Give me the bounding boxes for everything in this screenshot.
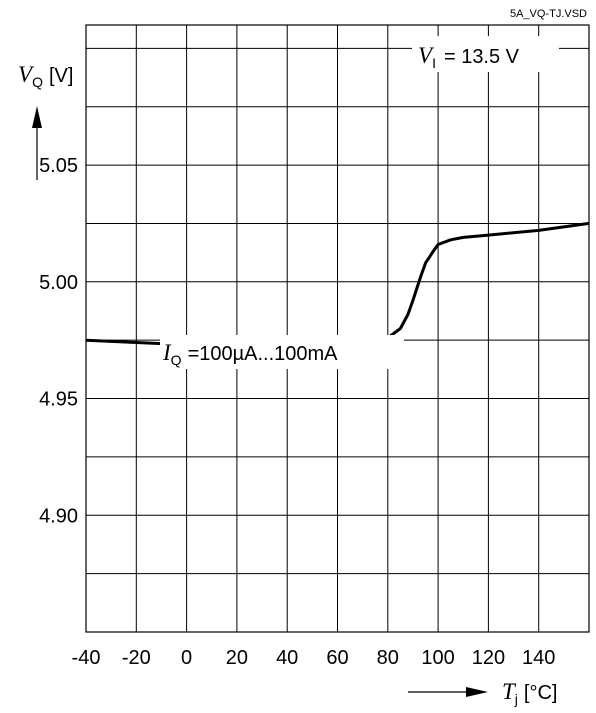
x-tick-label: 0 bbox=[181, 647, 192, 669]
y-tick-label: 5.05 bbox=[39, 155, 78, 177]
plot-frame bbox=[85, 24, 590, 633]
x-tick-label: 20 bbox=[226, 647, 248, 669]
file-label: 5A_VQ-TJ.VSD bbox=[510, 8, 587, 20]
x-tick-labels: -40 -20 0 20 40 60 80 100 120 140 bbox=[72, 647, 556, 669]
x-tick-label: 100 bbox=[421, 647, 454, 669]
condition-label: VI = 13.5 V bbox=[418, 43, 520, 71]
y-axis-arrow-head bbox=[32, 106, 42, 128]
x-tick-label: -20 bbox=[122, 647, 151, 669]
x-axis-label: Tj [°C] bbox=[502, 679, 557, 707]
annotation-label-bg bbox=[160, 335, 404, 369]
y-tick-labels: 5.05 5.00 4.95 4.90 bbox=[39, 155, 78, 527]
x-tick-label: 120 bbox=[472, 647, 505, 669]
annotation-label: IQ =100µA...100mA bbox=[162, 340, 338, 368]
x-tick-label: 140 bbox=[522, 647, 555, 669]
condition-label-bg bbox=[412, 36, 559, 72]
x-tick-label: 40 bbox=[276, 647, 298, 669]
x-tick-label: -40 bbox=[72, 647, 101, 669]
x-tick-label: 60 bbox=[326, 647, 348, 669]
y-tick-label: 5.00 bbox=[39, 272, 78, 294]
x-tick-label: 80 bbox=[377, 647, 399, 669]
y-tick-label: 4.95 bbox=[39, 389, 78, 411]
y-tick-label: 4.90 bbox=[39, 505, 78, 527]
y-axis-label: VQ [V] bbox=[18, 62, 73, 90]
x-axis-arrow-head bbox=[466, 687, 488, 697]
